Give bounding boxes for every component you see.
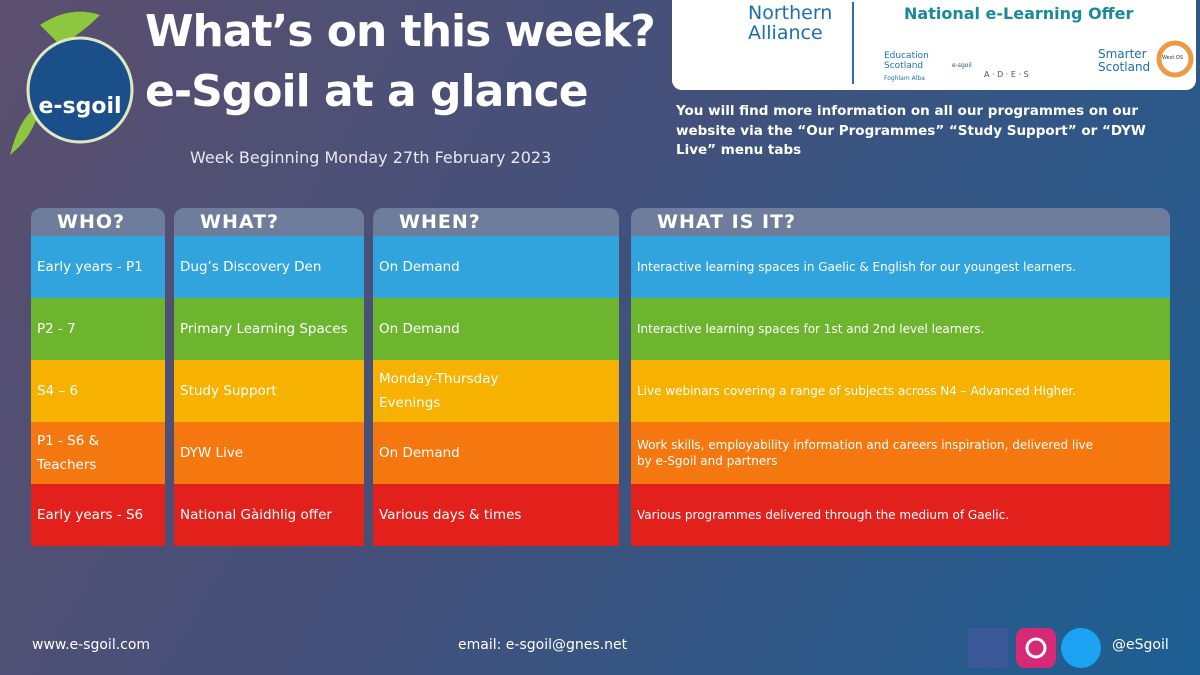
table-cell: National Gàidhlig offer <box>174 484 364 546</box>
table-cell: On Demand <box>373 298 619 360</box>
table-cell: Live webinars covering a range of subjec… <box>631 360 1170 422</box>
column-header: WHEN? <box>373 208 619 236</box>
partner-name: Foghlam Alba <box>884 75 925 82</box>
table-cell: P2 - 7 <box>31 298 165 360</box>
table-cell: On Demand <box>373 236 619 298</box>
logo-text: e-sgoil <box>38 94 121 119</box>
table-cell: Various programmes delivered through the… <box>631 484 1170 546</box>
facebook-icon[interactable] <box>968 628 1008 668</box>
partner-name: Northern <box>748 2 833 24</box>
table-cell: Study Support <box>174 360 364 422</box>
email: email: e-sgoil@gnes.net <box>458 637 628 653</box>
partner-name: Education Scotland <box>884 51 929 71</box>
instagram-icon[interactable] <box>1016 628 1056 668</box>
table-cell: Various days & times <box>373 484 619 546</box>
partner-name: e-sgoil <box>952 62 972 69</box>
table-cell: Early years - S6 <box>31 484 165 546</box>
info: You will find more information on all ou… <box>676 103 1146 159</box>
offer: National e-Learning Offer <box>904 4 1134 23</box>
table-cell: P1 - S6 & Teachers <box>31 422 165 484</box>
table-cell: On Demand <box>373 422 619 484</box>
table-cell: Monday-Thursday Evenings <box>373 360 619 422</box>
table-cell: Work skills, employability information a… <box>631 422 1170 484</box>
column-header: WHAT IS IT? <box>631 208 1170 236</box>
table-cell: DYW Live <box>174 422 364 484</box>
week: Week Beginning Monday 27th February 2023 <box>190 148 552 167</box>
table-cell: Early years - P1 <box>31 236 165 298</box>
table-cell: Primary Learning Spaces <box>174 298 364 360</box>
title: e-Sgoil at a glance <box>145 66 589 117</box>
twitter-icon[interactable] <box>1061 628 1101 668</box>
column-header: WHO? <box>31 208 165 236</box>
table-cell: Interactive learning spaces for 1st and … <box>631 298 1170 360</box>
table-cell: S4 – 6 <box>31 360 165 422</box>
social-icons <box>968 628 1101 668</box>
divider <box>852 2 854 84</box>
partners-panel: Northern Alliance National e-Learning Of… <box>672 0 1196 90</box>
table-cell: Dug’s Discovery Den <box>174 236 364 298</box>
title: What’s on this week? <box>145 6 656 57</box>
westos-logo <box>1156 40 1194 78</box>
partner-name: A · D · E · S <box>984 70 1029 79</box>
column-header: WHAT? <box>174 208 364 236</box>
partner-name: West OS <box>1162 55 1183 61</box>
website: www.e-sgoil.com <box>32 637 151 653</box>
handle: @eSgoil <box>1112 637 1169 653</box>
partner-name: Alliance <box>748 22 823 44</box>
table-cell: Interactive learning spaces in Gaelic & … <box>631 236 1170 298</box>
partner-name: Smarter Scotland <box>1098 47 1151 74</box>
logo: e-sgoil <box>10 11 134 155</box>
